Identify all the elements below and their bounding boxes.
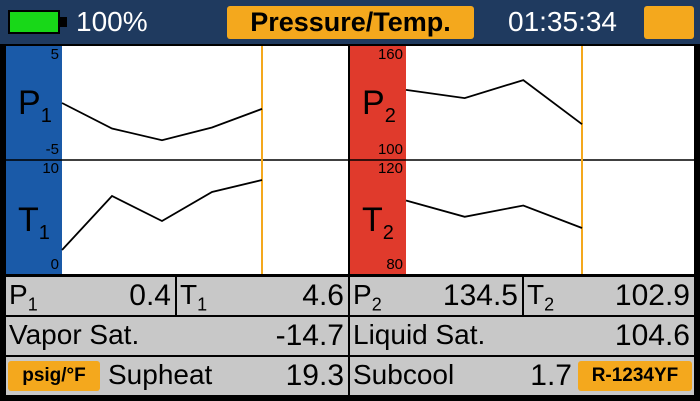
battery-icon bbox=[8, 10, 60, 34]
p2-trend-line bbox=[405, 79, 583, 125]
supheat-value: 19.3 bbox=[285, 359, 344, 392]
supheat-readout: psig/°F Supheat 19.3 bbox=[6, 357, 350, 395]
units-button[interactable]: psig/°F bbox=[8, 361, 100, 391]
vapor-sat-readout: Vapor Sat. -14.7 bbox=[6, 317, 350, 355]
p2-min-tick: 100 bbox=[377, 141, 403, 158]
liquid-sat-readout: Liquid Sat. 104.6 bbox=[350, 317, 694, 355]
vapor-sat-label: Vapor Sat. bbox=[9, 319, 140, 350]
subcool-readout: Subcool 1.7 R-1234YF bbox=[350, 357, 694, 395]
t1-min-tick: 0 bbox=[50, 256, 59, 273]
liquid-sat-value: 104.6 bbox=[614, 319, 690, 352]
t2-readout: T2 102.9 bbox=[524, 277, 694, 315]
t2-trend-line bbox=[405, 199, 583, 229]
p1-trend-line bbox=[61, 102, 263, 142]
p2-value: 134.5 bbox=[442, 279, 518, 312]
t2-value: 102.9 bbox=[614, 279, 690, 312]
subcool-label: Subcool bbox=[353, 359, 455, 390]
left-graph-svg bbox=[6, 46, 348, 274]
subcool-value: 1.7 bbox=[530, 359, 572, 392]
p1-label: P1 bbox=[9, 279, 38, 315]
t1-label: T1 bbox=[180, 279, 208, 315]
p1-max-tick: 5 bbox=[50, 46, 59, 63]
right-graph-panel: 160 P2 100 120 T2 80 bbox=[350, 46, 694, 274]
mode-title-button[interactable]: Pressure/Temp. bbox=[227, 6, 474, 39]
p1-value: 0.4 bbox=[129, 279, 171, 312]
t2-max-tick: 120 bbox=[377, 160, 403, 177]
supheat-label: Supheat bbox=[108, 359, 213, 390]
p1-axis-label: P1 bbox=[18, 84, 52, 127]
t1-readout: T1 4.6 bbox=[177, 277, 350, 315]
left-graph-panel: 5 P1 -5 10 T1 0 bbox=[6, 46, 348, 274]
t1-axis-label: T1 bbox=[18, 201, 50, 244]
t2-min-tick: 80 bbox=[386, 256, 403, 273]
clock: 01:35:34 bbox=[508, 6, 617, 37]
p2-axis-label: P2 bbox=[362, 84, 396, 127]
battery-percent: 100% bbox=[76, 6, 148, 37]
t2-axis-label: T2 bbox=[362, 201, 394, 244]
p2-readout: P2 134.5 bbox=[350, 277, 524, 315]
t1-trend-line bbox=[61, 179, 263, 251]
t2-label: T2 bbox=[527, 279, 555, 315]
t1-value: 4.6 bbox=[302, 279, 344, 312]
p1-readout: P1 0.4 bbox=[6, 277, 177, 315]
menu-button[interactable] bbox=[644, 6, 694, 39]
p2-label: P2 bbox=[353, 279, 382, 315]
header-bar: 100% Pressure/Temp. 01:35:34 bbox=[0, 0, 700, 44]
p2-max-tick: 160 bbox=[377, 46, 403, 63]
battery-tip-icon bbox=[60, 17, 67, 27]
vapor-sat-value: -14.7 bbox=[275, 319, 344, 352]
p1-min-tick: -5 bbox=[45, 141, 59, 158]
t1-max-tick: 10 bbox=[42, 160, 59, 177]
right-graph-svg bbox=[350, 46, 694, 274]
liquid-sat-label: Liquid Sat. bbox=[353, 319, 486, 350]
refrigerant-button[interactable]: R-1234YF bbox=[578, 361, 692, 391]
